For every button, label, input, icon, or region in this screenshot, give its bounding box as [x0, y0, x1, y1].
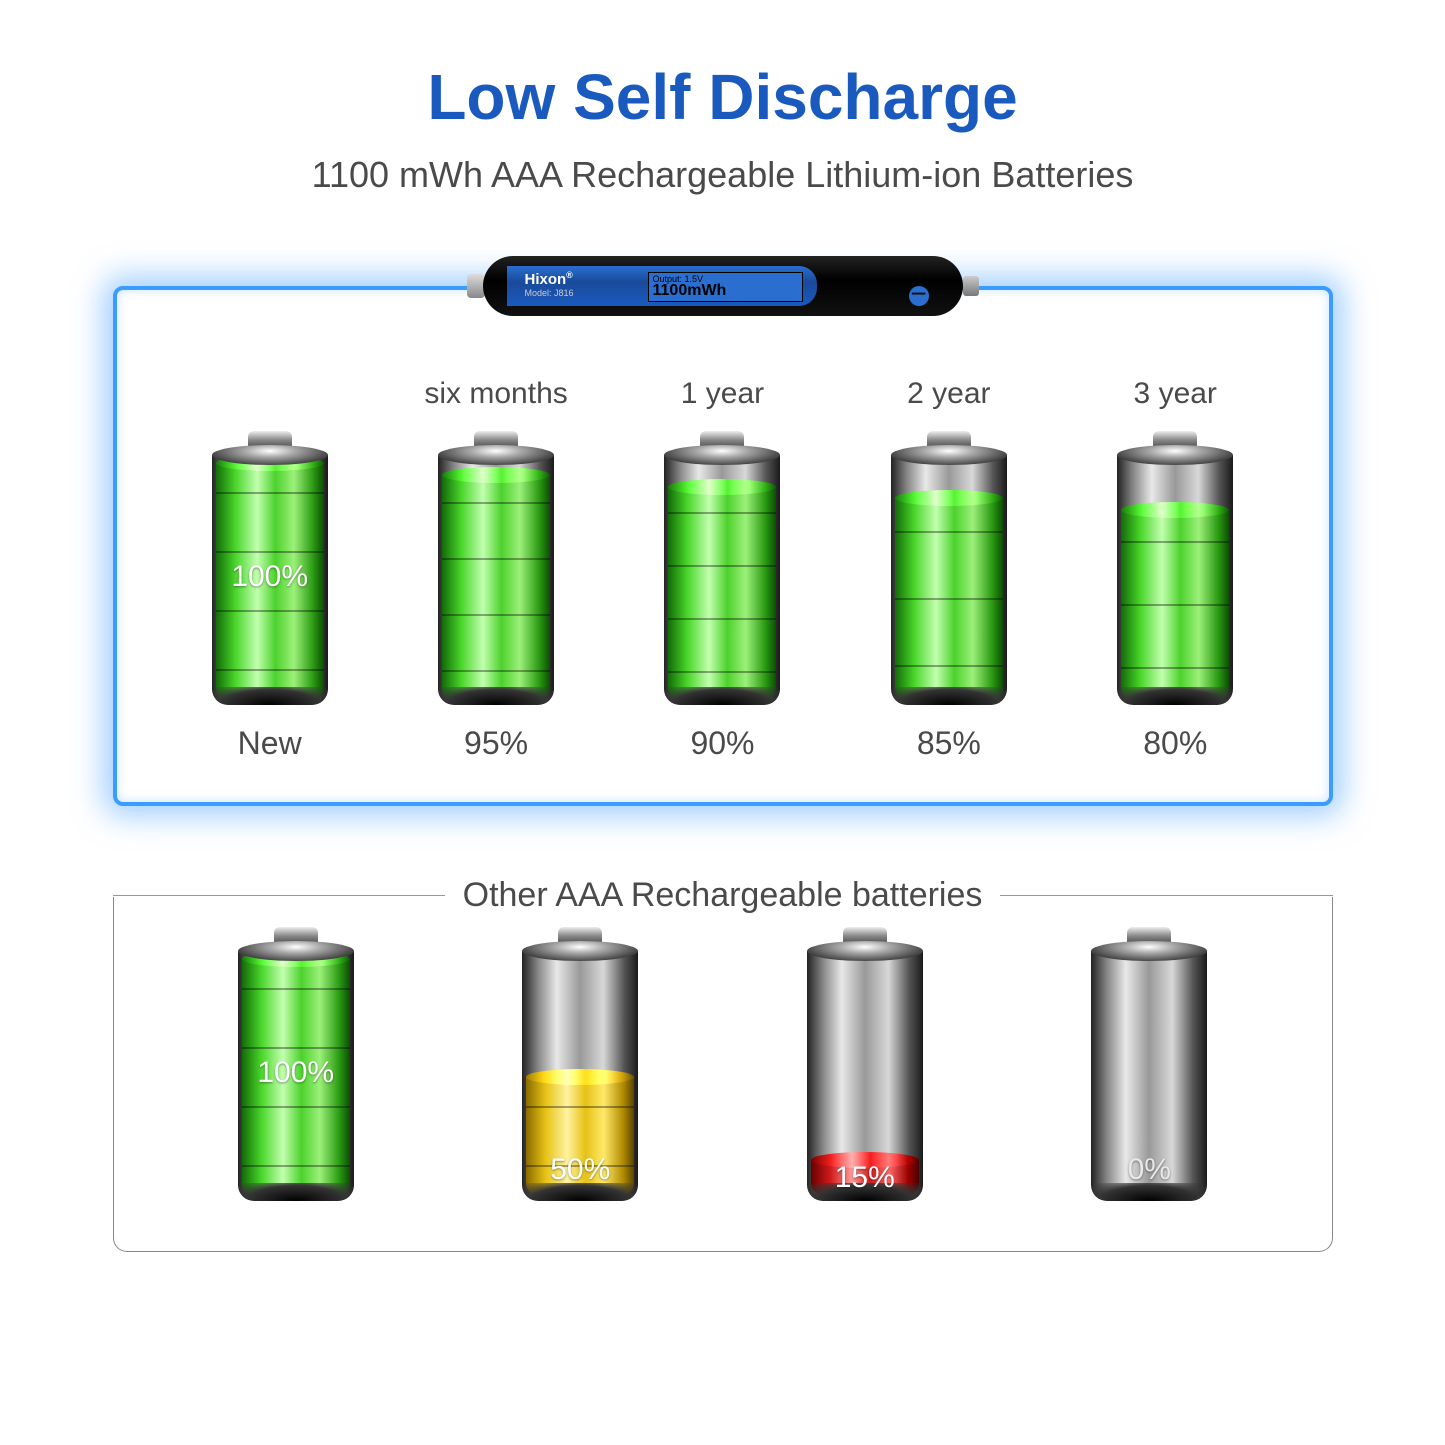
hixon-brand: Hixon® — [525, 270, 573, 288]
battery-icon: 50% — [515, 927, 645, 1201]
battery-column: 15% — [775, 927, 955, 1201]
battery-body: 50% — [522, 951, 638, 1201]
battery-percent-label: 50% — [522, 1153, 638, 1187]
battery-top-label: six months — [424, 377, 567, 419]
battery-icon — [884, 431, 1014, 705]
battery-top-label: 2 year — [907, 377, 990, 419]
battery-body: 100% — [238, 951, 354, 1201]
hixon-negative-tip — [963, 276, 979, 296]
hixon-discharge-panel: 100% New six months 95% 1 year 90% 2 year 85% 3 … — [113, 286, 1333, 806]
minus-icon: − — [909, 286, 929, 306]
battery-percent-label: 0% — [1091, 1153, 1207, 1187]
battery-bottom-label: 95% — [464, 725, 528, 762]
battery-segment-line — [668, 565, 776, 567]
battery-cap — [1091, 941, 1207, 961]
battery-top-label: 1 year — [681, 377, 764, 419]
divider-right — [1000, 895, 1332, 896]
hixon-body: + CE Hixon® Model: J816 Output: 1.5V 110… — [483, 256, 963, 316]
battery-column: 50% — [490, 927, 670, 1201]
battery-fill — [442, 475, 550, 699]
hixon-capacity: 1100mWh — [653, 284, 798, 298]
battery-body — [664, 455, 780, 705]
page-title: Low Self Discharge — [427, 60, 1017, 134]
battery-cap — [891, 445, 1007, 465]
battery-body: 15% — [807, 951, 923, 1201]
battery-icon — [1110, 431, 1240, 705]
battery-cap — [238, 941, 354, 961]
other-discharge-panel: 100% 50% 15% 0% — [113, 897, 1333, 1252]
battery-segment-line — [668, 671, 776, 673]
battery-fill — [895, 498, 1003, 699]
battery-segment-line — [216, 610, 324, 612]
battery-segment-line — [668, 512, 776, 514]
battery-segment-line — [668, 618, 776, 620]
battery-segment-line — [242, 1047, 350, 1049]
divider-left — [113, 895, 445, 896]
battery-icon — [657, 431, 787, 705]
battery-icon: 15% — [800, 927, 930, 1201]
battery-body: 100% — [212, 455, 328, 705]
battery-bottom-label: 90% — [690, 725, 754, 762]
battery-segment-line — [526, 1106, 634, 1108]
battery-fill — [1121, 510, 1229, 699]
battery-body — [1117, 455, 1233, 705]
battery-percent-label: 100% — [212, 560, 328, 594]
battery-segment-line — [895, 531, 1003, 533]
hixon-positive-tip — [467, 274, 485, 298]
battery-fill — [668, 487, 776, 699]
battery-segment-line — [1121, 541, 1229, 543]
battery-segment-line — [1121, 667, 1229, 669]
battery-column: 1 year 90% — [632, 377, 812, 762]
battery-segment-line — [895, 598, 1003, 600]
battery-column: 3 year 80% — [1085, 377, 1265, 762]
battery-bottom-label: New — [238, 725, 302, 762]
battery-segment-line — [216, 492, 324, 494]
battery-body — [438, 455, 554, 705]
battery-icon: 0% — [1084, 927, 1214, 1201]
battery-column: six months 95% — [406, 377, 586, 762]
battery-icon — [431, 431, 561, 705]
hixon-model: Model: J816 — [525, 288, 574, 298]
battery-icon: 100% — [205, 431, 335, 705]
battery-segment-line — [895, 665, 1003, 667]
battery-cap — [522, 941, 638, 961]
battery-segment-line — [442, 558, 550, 560]
battery-column: 100% New — [180, 377, 360, 762]
battery-cap — [807, 941, 923, 961]
battery-cap — [212, 445, 328, 465]
battery-column: 2 year 85% — [859, 377, 1039, 762]
battery-bottom-label: 85% — [917, 725, 981, 762]
hixon-spec-label: Output: 1.5V 1100mWh — [648, 272, 803, 302]
battery-segment-line — [242, 988, 350, 990]
battery-percent-label: 15% — [807, 1161, 923, 1195]
battery-cap — [1117, 445, 1233, 465]
hixon-battery: + CE Hixon® Model: J816 Output: 1.5V 110… — [463, 246, 983, 326]
battery-segment-line — [442, 670, 550, 672]
battery-cap — [664, 445, 780, 465]
battery-segment-line — [442, 502, 550, 504]
battery-segment-line — [216, 551, 324, 553]
battery-segment-line — [216, 669, 324, 671]
battery-segment-line — [242, 1165, 350, 1167]
battery-segment-line — [442, 614, 550, 616]
battery-body — [891, 455, 1007, 705]
battery-column: 100% — [206, 927, 386, 1201]
battery-top-label: 3 year — [1134, 377, 1217, 419]
battery-icon: 100% — [231, 927, 361, 1201]
battery-percent-label: 100% — [238, 1056, 354, 1090]
battery-segment-line — [1121, 604, 1229, 606]
page-subtitle: 1100 mWh AAA Rechargeable Lithium-ion Ba… — [312, 154, 1134, 196]
battery-column: 0% — [1059, 927, 1239, 1201]
battery-cap — [438, 445, 554, 465]
battery-bottom-label: 80% — [1143, 725, 1207, 762]
battery-body: 0% — [1091, 951, 1207, 1201]
battery-segment-line — [242, 1106, 350, 1108]
